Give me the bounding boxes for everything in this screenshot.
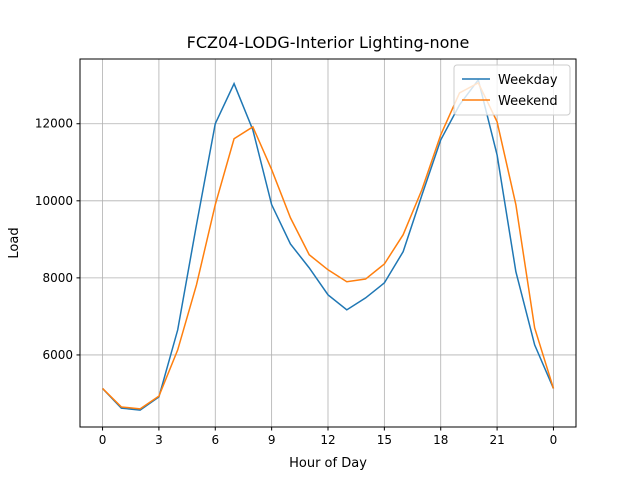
y-tick-label: 8000 (42, 271, 73, 285)
x-tick-label: 0 (99, 433, 107, 447)
legend-box (453, 64, 571, 116)
x-tick-label: 21 (489, 433, 504, 447)
x-axis-label: Hour of Day (289, 456, 367, 471)
x-tick-label: 6 (211, 433, 219, 447)
grid: 0 3 6 9 12 15 18 21 0 6000 8000 10000 12000 (35, 59, 576, 447)
legend-label: Weekday (498, 73, 558, 88)
y-tick-label: 10000 (35, 194, 73, 208)
x-tick-label: 12 (320, 433, 335, 447)
y-axis-label: Load (7, 227, 22, 258)
chart-title: FCZ04-LODG-Interior Lighting-none (187, 33, 470, 52)
x-tick-label: 15 (377, 433, 392, 447)
x-tick-label: 3 (155, 433, 163, 447)
axes-frame (79, 58, 577, 428)
legend-label: Weekend (498, 94, 558, 109)
legend: Weekday Weekend (453, 64, 571, 116)
y-tick-label: 12000 (35, 117, 73, 131)
x-tick-label: 9 (268, 433, 276, 447)
y-tick-label: 6000 (42, 348, 73, 362)
x-tick-label: 18 (433, 433, 448, 447)
x-tick-label: 0 (550, 433, 558, 447)
